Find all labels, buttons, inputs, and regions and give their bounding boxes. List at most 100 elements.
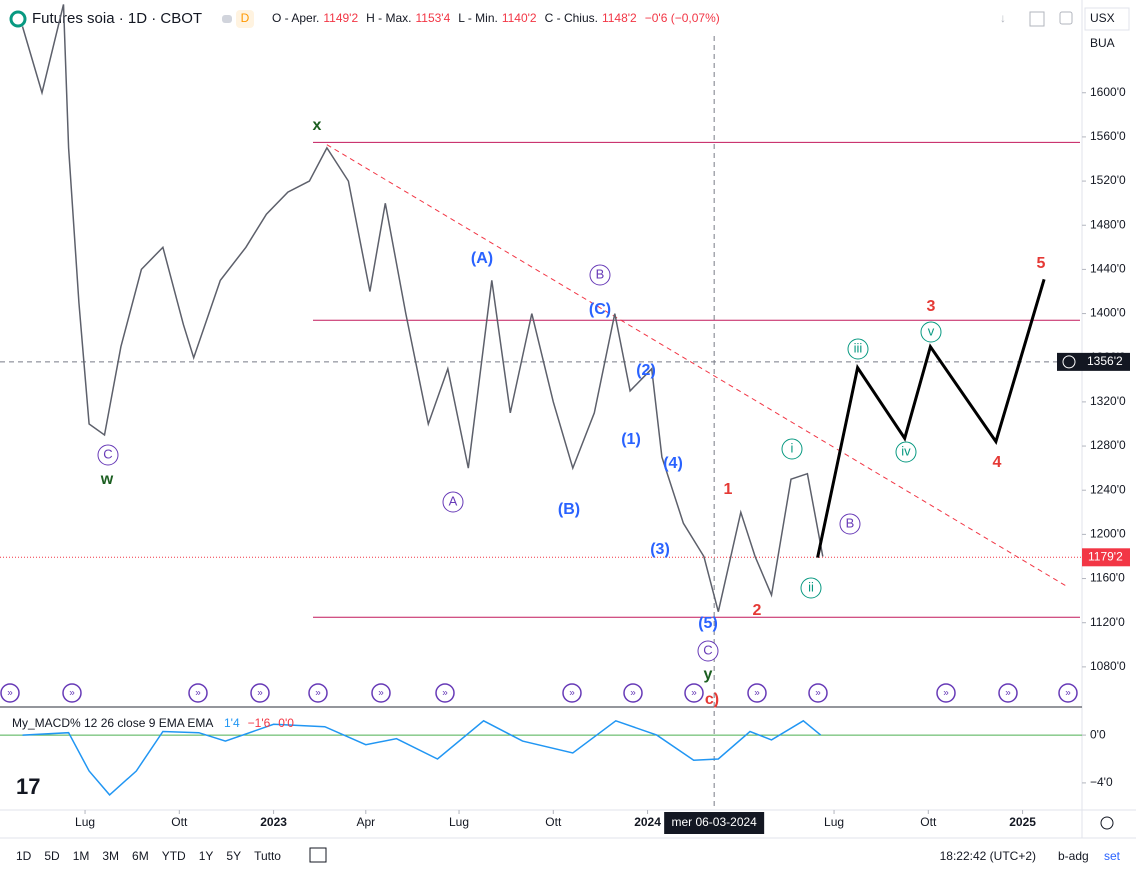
- range-button[interactable]: 6M: [132, 849, 149, 863]
- eye-icon: [222, 15, 232, 23]
- price-tick-label: 1320'0: [1090, 394, 1126, 408]
- wave-label: c): [705, 691, 719, 708]
- icon-restore[interactable]: [1059, 11, 1073, 25]
- event-icon-glyph[interactable]: »: [569, 688, 575, 699]
- price-tick-label: 1520'0: [1090, 173, 1126, 187]
- event-icon[interactable]: [1058, 683, 1078, 703]
- wave-label: v: [928, 323, 935, 338]
- ohlc-value: 1153'4: [415, 11, 450, 25]
- wave-label: (3): [650, 541, 670, 558]
- wave-label: (B): [558, 501, 580, 518]
- time-tick-label: Ott: [920, 815, 937, 829]
- adj-toggle[interactable]: b-adg: [1058, 849, 1089, 863]
- event-icon[interactable]: [435, 683, 455, 703]
- price-path: [21, 4, 824, 612]
- wave-circle: [589, 264, 611, 286]
- event-icon[interactable]: [623, 683, 643, 703]
- event-icon[interactable]: [936, 683, 956, 703]
- wave-circle: [97, 444, 119, 466]
- range-button[interactable]: 5D: [44, 849, 60, 863]
- event-icon-glyph[interactable]: »: [754, 688, 760, 699]
- event-icon[interactable]: [808, 683, 828, 703]
- time-tick-label: 2025: [1009, 815, 1036, 829]
- event-icon-glyph[interactable]: »: [315, 688, 321, 699]
- price-tick-label: 1080'0: [1090, 659, 1126, 673]
- event-icon[interactable]: [684, 683, 704, 703]
- wave-circle: [847, 338, 869, 360]
- projection-path: [816, 278, 1046, 558]
- macd-value: 1'4: [224, 716, 240, 730]
- wave-label: B: [596, 266, 605, 281]
- wave-label: 2: [753, 602, 762, 619]
- range-button[interactable]: 1M: [73, 849, 90, 863]
- compare-icon[interactable]: [309, 847, 327, 863]
- time-tick-label: Ott: [545, 815, 562, 829]
- wave-circle: [895, 441, 917, 463]
- event-icon-glyph[interactable]: »: [1065, 688, 1071, 699]
- crosshair-plus[interactable]: [1062, 355, 1076, 369]
- wave-circle: [697, 640, 719, 662]
- event-icon-glyph[interactable]: »: [7, 688, 13, 699]
- header-bg: [4, 4, 404, 32]
- event-icon-glyph[interactable]: »: [1005, 688, 1011, 699]
- time-tick-label: Lug: [824, 815, 844, 829]
- ohlc-label: L - Min.: [458, 11, 498, 25]
- range-button[interactable]: Tutto: [254, 849, 281, 863]
- price-tick-label: 1400'0: [1090, 306, 1126, 320]
- wave-label: (5): [698, 615, 718, 632]
- range-button[interactable]: 5Y: [226, 849, 241, 863]
- wave-label: A: [449, 493, 458, 508]
- wave-label: iv: [901, 443, 911, 458]
- range-button[interactable]: 3M: [102, 849, 119, 863]
- event-icon[interactable]: [188, 683, 208, 703]
- time-tick-label: Ott: [171, 815, 188, 829]
- event-icon[interactable]: [998, 683, 1018, 703]
- wave-label: B: [846, 515, 855, 530]
- currency-box[interactable]: [1084, 7, 1130, 31]
- wave-label: w: [100, 471, 114, 488]
- range-button[interactable]: 1Y: [199, 849, 214, 863]
- time-tick-label: Lug: [449, 815, 469, 829]
- wave-label: (1): [621, 431, 641, 448]
- event-icon[interactable]: [250, 683, 270, 703]
- clock: 18:22:42 (UTC+2): [940, 849, 1036, 863]
- event-icon[interactable]: [62, 683, 82, 703]
- event-icon-glyph[interactable]: »: [815, 688, 821, 699]
- unit[interactable]: BUA: [1090, 36, 1115, 50]
- event-icon-glyph[interactable]: »: [69, 688, 75, 699]
- event-icon-glyph[interactable]: »: [943, 688, 949, 699]
- wave-circle: [442, 491, 464, 513]
- event-icon-glyph[interactable]: »: [378, 688, 384, 699]
- ohlc-label: H - Max.: [366, 11, 411, 25]
- wave-label: x: [313, 117, 322, 134]
- event-icon-glyph[interactable]: »: [630, 688, 636, 699]
- price-tick-label: 1280'0: [1090, 438, 1126, 452]
- set-toggle[interactable]: set: [1104, 849, 1121, 863]
- range-button[interactable]: 1D: [16, 849, 32, 863]
- currency[interactable]: USX: [1090, 11, 1115, 25]
- tv-logo: 17: [16, 774, 40, 799]
- event-icon[interactable]: [371, 683, 391, 703]
- wave-circle: [800, 577, 822, 599]
- wave-label: y: [704, 666, 713, 683]
- wave-label: iii: [854, 340, 863, 355]
- icon-down[interactable]: ↓: [1000, 11, 1006, 25]
- macd-tick-label: −4'0: [1090, 775, 1113, 789]
- event-icon-glyph[interactable]: »: [257, 688, 263, 699]
- wave-label: 5: [1037, 255, 1046, 272]
- price-tick-label: 1120'0: [1090, 615, 1125, 629]
- range-button[interactable]: YTD: [162, 849, 186, 863]
- event-icon-glyph[interactable]: »: [195, 688, 201, 699]
- price-tick-label: 1240'0: [1090, 482, 1126, 496]
- wave-label: i: [791, 440, 794, 455]
- icon-expand[interactable]: [1029, 11, 1045, 27]
- macd-value: 0'0: [278, 716, 294, 730]
- event-icon[interactable]: [562, 683, 582, 703]
- event-icon[interactable]: [0, 683, 20, 703]
- event-icon-glyph[interactable]: »: [442, 688, 448, 699]
- event-icon[interactable]: [308, 683, 328, 703]
- event-icon-glyph[interactable]: »: [691, 688, 697, 699]
- event-icon[interactable]: [747, 683, 767, 703]
- settings-icon[interactable]: [1100, 816, 1114, 830]
